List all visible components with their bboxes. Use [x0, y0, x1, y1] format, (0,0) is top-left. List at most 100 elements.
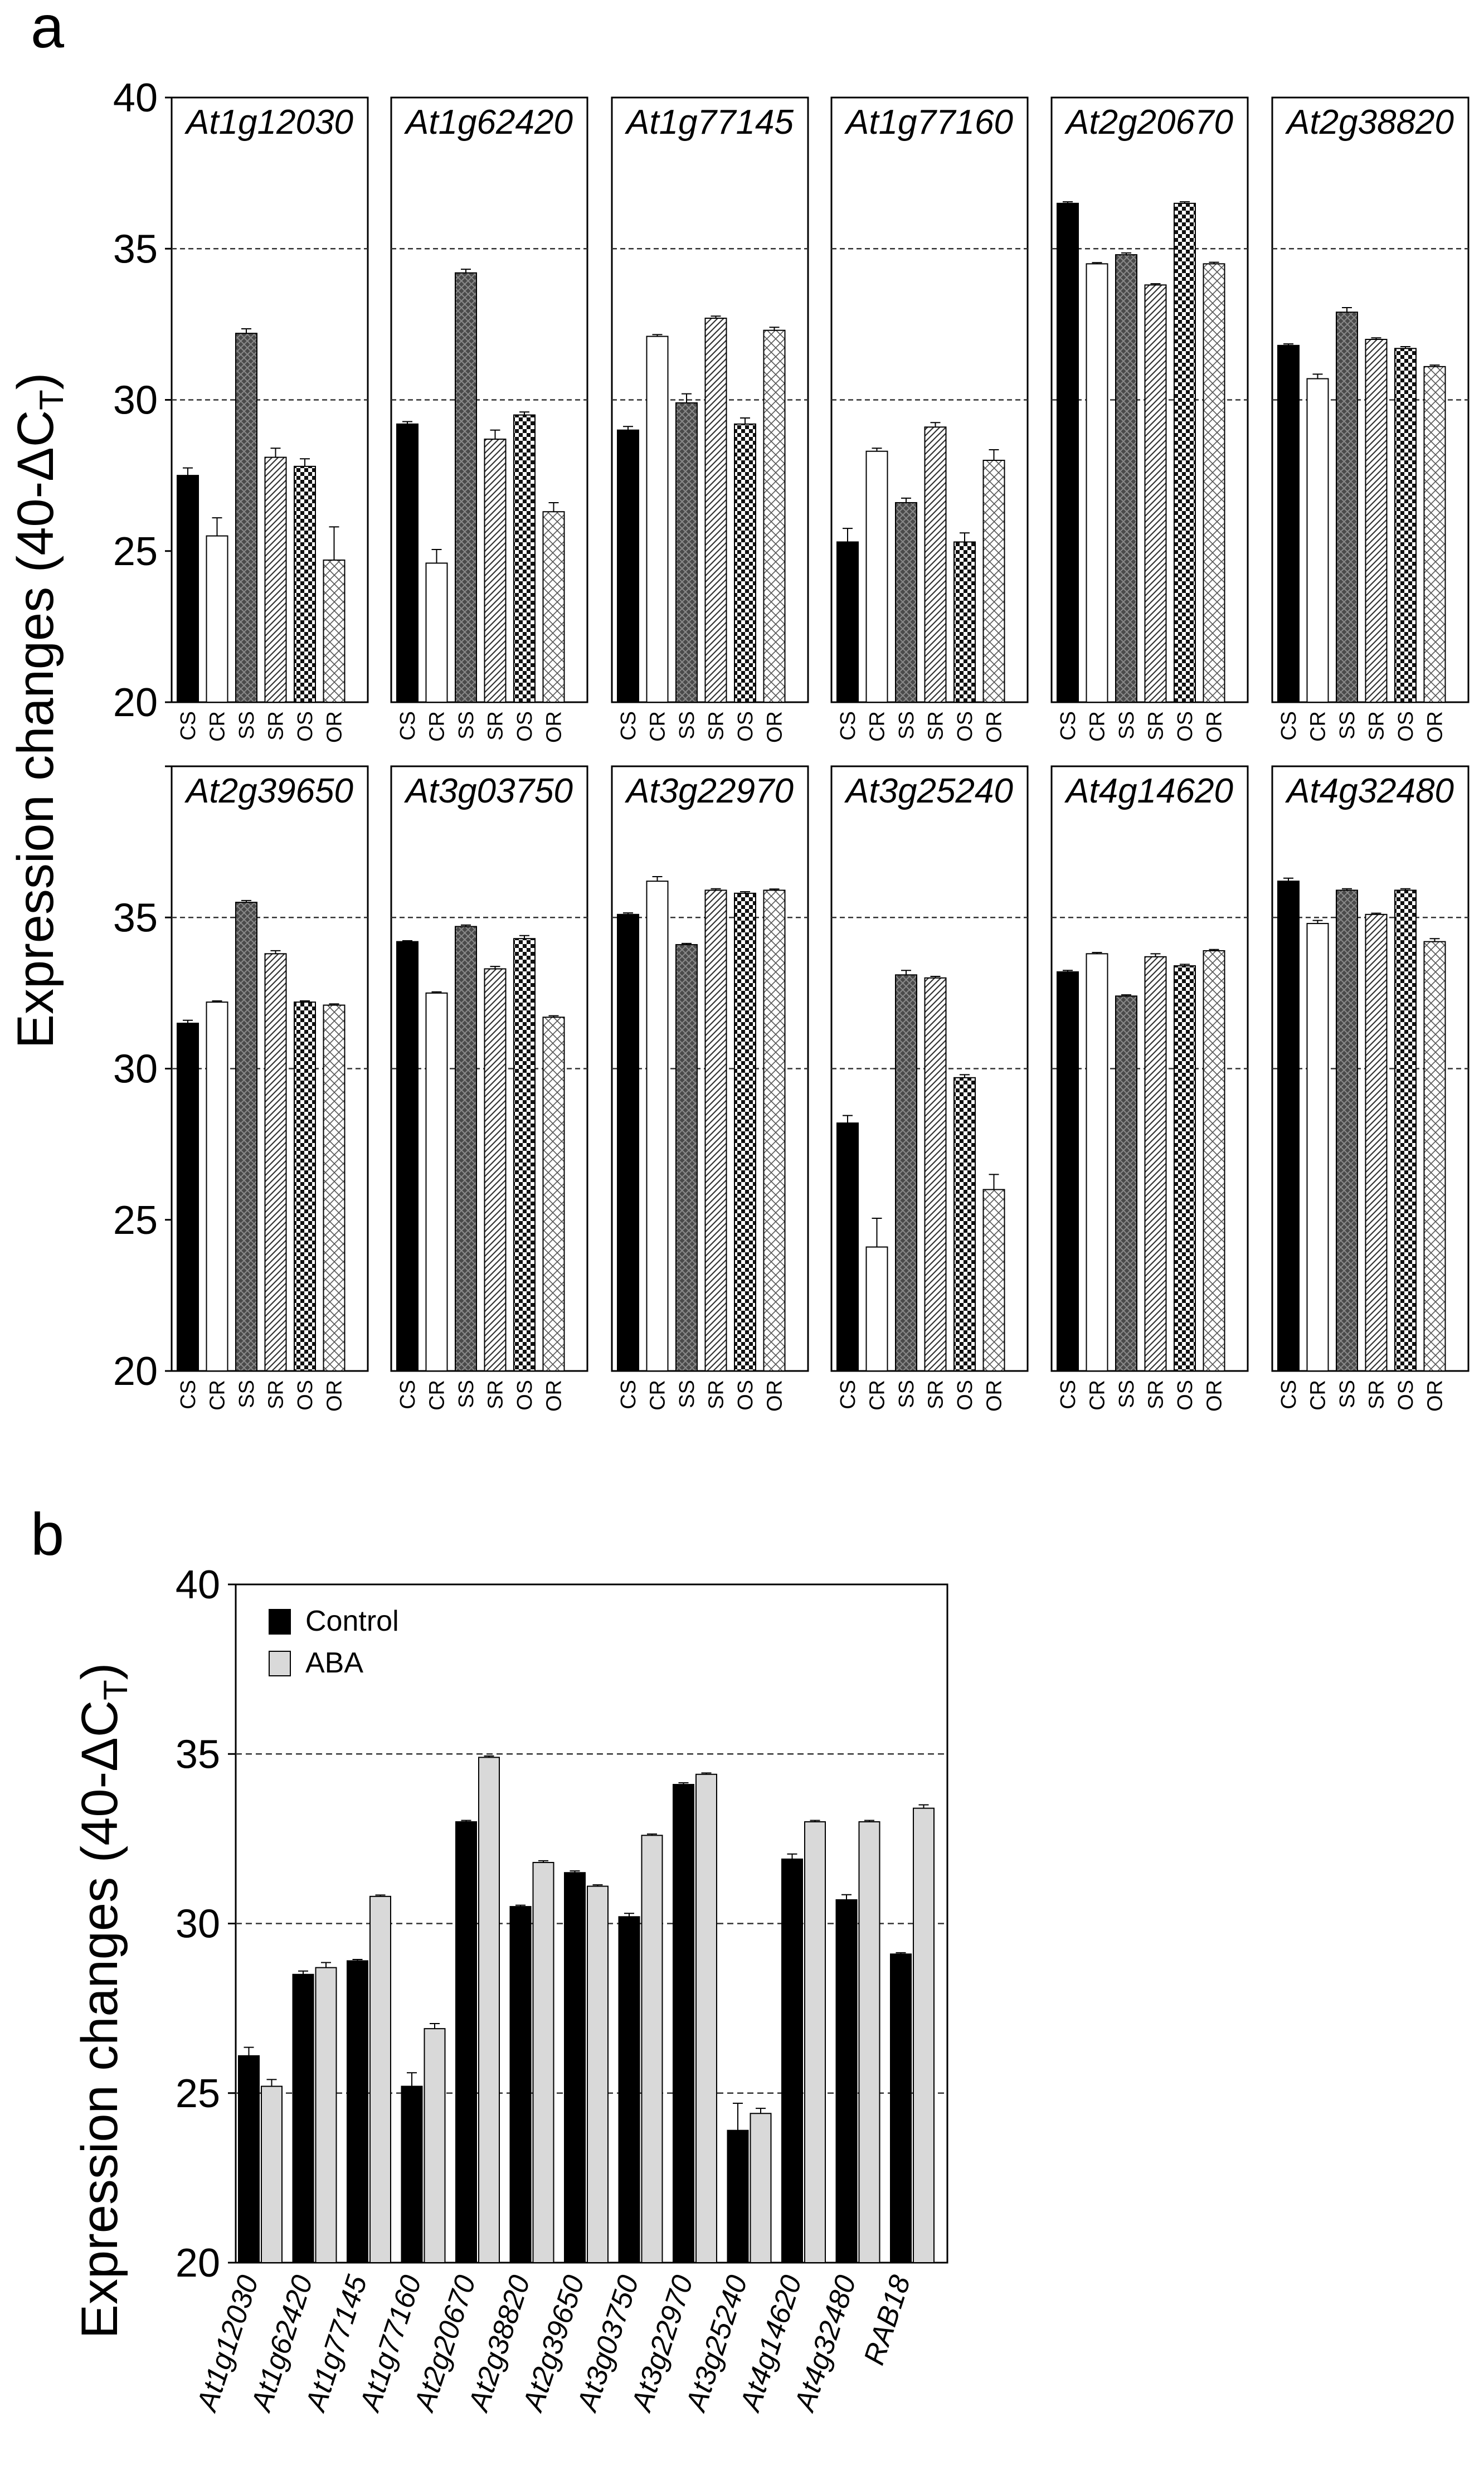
errorbar-at2g38820-sr	[1371, 337, 1381, 339]
x-tick-label-rab18: RAB18	[858, 2272, 917, 2369]
bar-control-at2g38820	[509, 1906, 532, 2263]
panel-a-y-axis-label: Expression changes (40-ΔCT)	[7, 373, 70, 1049]
errorbar-at1g62420-os	[519, 411, 529, 415]
errorbar-at4g32480-sr	[1371, 912, 1381, 915]
bar-at4g14620-cs	[1057, 971, 1079, 1372]
bar-control-at1g77145	[347, 1960, 368, 2264]
bar-at2g38820-or	[1423, 366, 1446, 703]
legend-label-control: Control	[305, 1605, 399, 1637]
errorbar-aba-at3g25240	[756, 2108, 766, 2114]
errorbar-at1g12030-os	[300, 458, 310, 466]
errorbar-control-at4g14620	[787, 1853, 797, 1859]
bar-at3g03750-ss	[455, 926, 477, 1372]
category-label-cs: CS	[1277, 1380, 1301, 1409]
legend-swatch-aba	[269, 1651, 291, 1676]
bar-aba-at1g12030	[261, 2085, 283, 2264]
bar-aba-at2g39650	[587, 1885, 609, 2263]
panel-b-y-axis-label: Expression changes (40-ΔCT)	[71, 1663, 134, 2339]
category-label-cr: CR	[866, 711, 889, 742]
errorbar-at3g25240-os	[960, 1074, 970, 1078]
category-label-ss: SS	[1115, 711, 1138, 740]
category-label-or: OR	[1424, 1380, 1447, 1412]
gene-title-at3g22970: At3g22970	[624, 772, 794, 810]
subplot-at3g03750: CS CR SS SR OS OR At3g03750	[390, 765, 588, 1412]
bar-at4g32480-or	[1423, 941, 1446, 1372]
legend-label-aba: ABA	[305, 1647, 363, 1679]
panel-b: b Expression changes (40-ΔCT) 20 25 30 35 40…	[31, 1500, 948, 2416]
category-label-cs: CS	[1057, 711, 1080, 741]
category-label-sr: SR	[484, 1380, 508, 1409]
bar-at1g77160-ss	[895, 502, 917, 703]
category-label-sr: SR	[705, 711, 728, 741]
bar-at2g39650-ss	[235, 902, 257, 1372]
errorbar-control-rab18	[896, 1952, 906, 1954]
errorbar-at3g22970-ss	[682, 942, 692, 945]
bar-control-at2g39650	[564, 1872, 586, 2264]
bar-at3g25240-ss	[895, 974, 917, 1372]
errorbar-aba-at2g20670	[484, 1755, 494, 1758]
errorbar-at3g22970-sr	[711, 888, 721, 891]
errorbar-at2g20670-os	[1180, 201, 1190, 203]
panel-a: a Expression changes (40-ΔCT) CS CR SS SR OS…	[7, 0, 1470, 1412]
category-label-cr: CR	[866, 1380, 889, 1411]
errorbar-at4g32480-cr	[1312, 920, 1323, 924]
errorbar-control-at2g20670	[461, 1820, 471, 1822]
bar-at1g77145-sr	[704, 318, 727, 703]
errorbar-at1g77160-or	[989, 449, 999, 460]
category-label-cr: CR	[1307, 711, 1330, 742]
errorbar-at2g20670-ss	[1121, 252, 1131, 255]
gene-title-at1g77145: At1g77145	[624, 103, 794, 142]
errorbar-at2g39650-ss	[241, 899, 251, 903]
category-label-ss: SS	[1336, 711, 1359, 740]
errorbar-aba-at4g32480	[864, 1820, 874, 1822]
bar-at2g20670-sr	[1144, 284, 1167, 703]
bar-at1g62420-cr	[425, 562, 448, 703]
category-label-cs: CS	[617, 1380, 640, 1409]
subplot-at2g38820: CS CR SS SR OS OR At2g38820	[1271, 96, 1470, 743]
errorbar-at3g25240-sr	[930, 976, 941, 978]
y-tick-label-25: 25	[176, 2071, 220, 2116]
category-label-os: OS	[734, 1380, 757, 1411]
errorbar-at2g39650-cr	[212, 1000, 222, 1003]
bar-at1g77145-ss	[675, 402, 698, 703]
bar-aba-at1g77160	[424, 2028, 446, 2263]
errorbar-at3g25240-cr	[872, 1218, 882, 1247]
errorbar-control-at3g22970	[678, 1782, 689, 1785]
bar-at1g77160-os	[953, 541, 976, 703]
gene-title-at2g20670: At2g20670	[1064, 103, 1233, 142]
category-label-sr: SR	[1145, 1380, 1168, 1409]
errorbar-at3g03750-cs	[402, 940, 412, 942]
errorbar-at1g77160-os	[960, 532, 970, 542]
category-label-or: OR	[1424, 711, 1447, 743]
errorbar-at1g12030-sr	[270, 448, 281, 458]
category-label-ss: SS	[455, 1380, 478, 1408]
gene-title-at3g03750: At3g03750	[403, 772, 573, 810]
category-label-ss: SS	[235, 1380, 259, 1408]
bar-at2g38820-cr	[1306, 378, 1329, 703]
errorbar-at1g62420-or	[548, 502, 559, 512]
category-label-or: OR	[323, 711, 347, 743]
errorbar-control-at4g32480	[841, 1894, 852, 1900]
bar-at4g14620-cr	[1086, 953, 1108, 1372]
errorbar-control-at2g38820	[515, 1904, 526, 1907]
bar-control-at3g25240	[727, 2129, 749, 2264]
y-tick-label-30: 30	[113, 378, 158, 423]
category-label-or: OR	[983, 1380, 1006, 1412]
errorbar-at3g22970-cs	[623, 912, 633, 915]
errorbar-at4g32480-ss	[1342, 888, 1352, 891]
category-label-or: OR	[1203, 711, 1227, 743]
bar-at2g39650-sr	[264, 953, 287, 1372]
category-label-sr: SR	[1365, 1380, 1389, 1409]
bar-at1g62420-ss	[455, 272, 477, 703]
panel-a-letter: a	[31, 0, 65, 60]
errorbar-at1g77145-cs	[623, 426, 633, 430]
errorbar-at2g38820-or	[1429, 364, 1440, 367]
bar-at1g77145-os	[734, 423, 756, 703]
errorbar-at3g22970-os	[740, 891, 750, 893]
errorbar-at1g77145-or	[769, 327, 780, 330]
bar-at1g12030-or	[323, 560, 346, 703]
bar-at4g32480-ss	[1336, 889, 1358, 1372]
category-label-sr: SR	[265, 1380, 288, 1409]
category-label-or: OR	[543, 711, 566, 743]
